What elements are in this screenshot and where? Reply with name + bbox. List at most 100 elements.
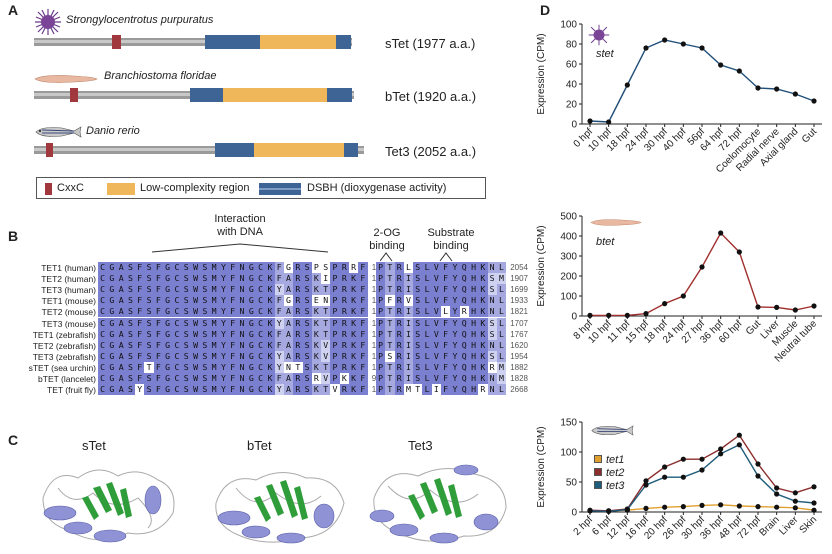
protein-label-tet3: Tet3 (2052 a.a.)	[385, 144, 477, 159]
y-tick-label: 20	[566, 100, 578, 111]
residue-number: 1707	[510, 318, 528, 328]
legend-tet3-label: tet3	[606, 480, 625, 492]
data-point-stet	[736, 68, 742, 74]
data-point-tet1	[792, 505, 798, 511]
panel-letter-d: D	[540, 2, 551, 18]
structure-btet	[215, 472, 345, 544]
data-point-stet	[606, 119, 612, 125]
chart-legend-btet: btet	[596, 236, 615, 248]
y-tick-label: 100	[560, 292, 577, 303]
data-point-tet2	[774, 485, 780, 491]
zebrafish-icon	[591, 425, 634, 436]
x-tick-label: Skin	[798, 514, 820, 536]
species-row-label: TET (fruit fly)	[47, 385, 96, 396]
data-point-btet	[736, 249, 742, 255]
x-tick-label: Liver	[777, 514, 801, 538]
data-point-btet	[718, 230, 724, 236]
header-2og-binding: 2-OG binding	[369, 227, 405, 252]
legend-lowc: Low-complexity region	[140, 182, 250, 194]
residue-number: 1767	[510, 329, 528, 339]
y-axis-label: Expression (CPM)	[536, 33, 547, 114]
data-point-stet	[680, 41, 686, 47]
data-point-tet2	[755, 461, 761, 467]
y-tick-label: 80	[566, 40, 578, 51]
chart-legend-tet: tet1 tet2 tet3	[594, 454, 624, 493]
data-point-stet	[624, 82, 630, 88]
data-point-tet1	[718, 502, 724, 508]
data-point-tet2	[718, 446, 724, 452]
data-point-tet1	[643, 505, 649, 511]
residue-number: 1620	[510, 340, 528, 350]
species-label-3: Danio rerio	[86, 125, 140, 137]
data-point-tet1	[736, 503, 742, 509]
legend-tet3: tet3	[594, 480, 624, 493]
species-label-2: Branchiostoma floridae	[104, 70, 217, 82]
data-point-stet	[774, 86, 780, 92]
data-point-tet3	[699, 467, 705, 473]
panel-letter-c: C	[8, 432, 19, 448]
species-row-label: TET2 (mouse)	[41, 307, 96, 318]
y-tick-label: 50	[566, 478, 578, 489]
y-tick-label: 60	[566, 60, 578, 71]
series-line-btet	[590, 231, 815, 317]
protein-diagram-stet	[34, 35, 352, 49]
residue-number: 1882	[510, 362, 528, 372]
y-tick-label: 100	[560, 448, 577, 459]
protein-label-stet: sTet (1977 a.a.)	[385, 36, 476, 51]
y-tick-label: 100	[560, 20, 577, 31]
panel-letter-b: B	[8, 228, 19, 244]
data-point-tet1	[662, 504, 668, 510]
data-point-btet	[811, 303, 817, 309]
chart-legend-stet: stet	[596, 48, 614, 60]
data-point-btet	[680, 293, 686, 299]
data-point-stet	[755, 85, 761, 91]
data-point-tet2	[643, 478, 649, 484]
y-tick-label: 300	[560, 252, 577, 263]
y-tick-label: 0	[571, 312, 577, 323]
y-axis-label: Expression (CPM)	[536, 225, 547, 306]
structure-title-tet3: Tet3	[408, 438, 433, 453]
data-point-tet3	[680, 474, 686, 480]
y-tick-label: 150	[560, 418, 577, 429]
data-point-btet	[662, 301, 668, 307]
species-label-1: Strongylocentrotus purpuratus	[66, 14, 214, 26]
residue-number: 1699	[510, 285, 528, 295]
data-point-tet1	[774, 504, 780, 510]
cxxc-swatch	[45, 183, 52, 195]
zebrafish-icon	[35, 126, 82, 138]
data-point-tet2	[680, 456, 686, 462]
dsbh-swatch	[259, 183, 301, 195]
species-row-label: TET3 (mouse)	[41, 318, 96, 329]
species-row-label: TET3 (zebrafish)	[32, 351, 96, 362]
lowc-swatch	[107, 183, 135, 195]
data-point-stet	[587, 118, 593, 124]
data-point-tet3	[792, 498, 798, 504]
data-point-tet2	[662, 464, 668, 470]
data-point-tet2	[699, 456, 705, 462]
data-point-tet1	[811, 507, 817, 513]
protein-diagram-tet3	[34, 143, 364, 157]
data-point-tet2	[811, 484, 817, 490]
y-tick-label: 0	[571, 508, 577, 519]
residue-number: 1954	[510, 351, 528, 361]
residue-number: 1933	[510, 296, 528, 306]
legend-tet1: tet1	[594, 454, 624, 467]
data-point-stet	[643, 45, 649, 51]
